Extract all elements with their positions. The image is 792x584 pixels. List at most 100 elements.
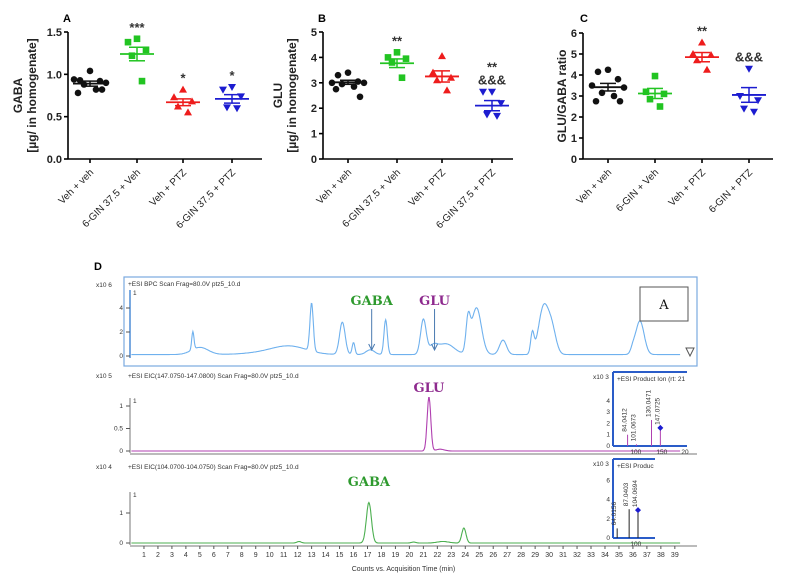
trace-title: +ESI EIC(104.0700-104.0750) Scan Frag=80… [128, 464, 299, 471]
ms-peak-label: 87.0403 [623, 482, 630, 506]
significance-label: ** [487, 60, 498, 75]
significance-label: &&& [478, 73, 506, 88]
x-tick-label: Veh + PTZ [407, 167, 448, 208]
data-point [70, 76, 78, 83]
data-point [228, 84, 236, 92]
x-tick-label: 32 [573, 552, 581, 559]
data-point [698, 38, 706, 46]
peak-label: GABA [348, 475, 391, 490]
data-point [142, 46, 150, 54]
data-point [334, 71, 342, 79]
y-tick-label: 1 [311, 129, 317, 141]
data-point [219, 86, 227, 94]
y-tick-label: 0.5 [114, 426, 123, 433]
data-point [750, 108, 758, 116]
x-tick-label: 31 [559, 552, 567, 559]
ms-peak-label: 147.0725 [654, 397, 661, 424]
inset-x-tick-label: 100 [630, 449, 641, 456]
y-tick-label: 0.5 [47, 112, 62, 124]
corner-label: 1 [133, 290, 137, 297]
data-point [344, 69, 352, 76]
data-group: ** [380, 33, 414, 82]
ms-peak-label: 130.0471 [646, 390, 653, 417]
data-point [754, 97, 762, 105]
peak-label: GLU [414, 381, 446, 396]
data-point [594, 68, 602, 76]
inset-scale: x10 3 [593, 374, 609, 381]
inset-y-tick-label: 0 [606, 443, 610, 450]
x-tick-label: 39 [671, 552, 679, 559]
x-tick-label: 18 [378, 552, 386, 559]
trace-line [131, 501, 681, 544]
x-tick-label: 19 [392, 552, 400, 559]
y-tick-label: 6 [571, 28, 577, 40]
x-tick-label: 7 [226, 552, 230, 559]
data-point [398, 74, 406, 82]
data-point [124, 38, 132, 46]
x-tick-label: 38 [657, 552, 665, 559]
y-tick-label: 1 [119, 510, 123, 517]
scale-label: x10 4 [96, 464, 112, 471]
x-tick-label: 12 [294, 552, 302, 559]
x-tick-label: 25 [475, 552, 483, 559]
panel-letter-c: C [580, 13, 588, 25]
x-tick-label: 22 [433, 552, 441, 559]
data-point [133, 35, 141, 43]
precursor-marker-icon [634, 507, 641, 514]
inset-x-tick-label: 20 [681, 449, 689, 456]
x-tick-label: 8 [240, 552, 244, 559]
x-tick-label: 6-GIN + PTZ [707, 167, 755, 215]
x-tick-label: Veh + veh [315, 167, 354, 206]
x-axis-label: Counts vs. Acquisition Time (min) [352, 566, 455, 573]
data-group [588, 66, 628, 105]
y-tick-label: 3 [571, 91, 577, 103]
scale-label: x10 6 [96, 282, 112, 289]
x-tick-label: Veh + veh [575, 167, 614, 206]
data-point [74, 89, 82, 97]
data-group: **&&& [475, 60, 509, 120]
chromatogram-trace: x10 6 +ESI BPC Scan Frag=80.0V ptz5_10.d 1… [96, 281, 695, 360]
data-point [76, 76, 84, 84]
y-tick-label: 0 [119, 540, 123, 547]
y-axis-label: GLU/GABA ratio [555, 50, 569, 143]
y-tick-label: 0 [119, 353, 123, 360]
data-group: ** [685, 23, 719, 73]
x-tick-label: 35 [615, 552, 623, 559]
data-point [689, 50, 697, 57]
data-point [179, 85, 187, 93]
y-tick-label: 2 [119, 329, 123, 336]
y-tick-label: 4 [119, 305, 123, 312]
inset-y-tick-label: 4 [606, 398, 610, 405]
y-tick-label: 0 [119, 448, 123, 455]
precursor-marker-icon [657, 424, 664, 431]
data-point [610, 92, 618, 100]
inset-title: +ESI Product Ion (rt: 21 [617, 376, 685, 383]
y-tick-label: 2 [311, 103, 317, 115]
arrow-head-icon [431, 343, 438, 352]
inset-title: +ESI Produc [617, 463, 654, 470]
y-axis-label: [µg/ in homogenate] [25, 38, 39, 152]
corner-label: 1 [133, 398, 137, 405]
data-point [493, 112, 501, 120]
inset-background [613, 459, 655, 538]
x-tick-label: 4 [184, 552, 188, 559]
data-group: *** [120, 20, 154, 85]
y-tick-label: 1.5 [47, 27, 62, 39]
y-axis-label: GABA [11, 78, 25, 114]
x-tick-label: 20 [406, 552, 414, 559]
significance-label: ** [697, 23, 708, 38]
significance-label: ** [392, 33, 403, 48]
y-axis-label: GLU [271, 83, 285, 108]
significance-label: * [229, 68, 235, 83]
trace-title: +ESI BPC Scan Frag=80.0V ptz5_10.d [128, 281, 241, 288]
x-tick-label: 28 [517, 552, 525, 559]
ms-peak-label: 64.0156 [611, 502, 618, 526]
data-group [70, 67, 110, 97]
x-tick-label: Veh + PTZ [667, 167, 708, 208]
data-point [356, 93, 364, 101]
corner-label: 1 [133, 492, 137, 499]
x-tick-label: 24 [461, 552, 469, 559]
panel-letter-a: A [63, 13, 71, 25]
